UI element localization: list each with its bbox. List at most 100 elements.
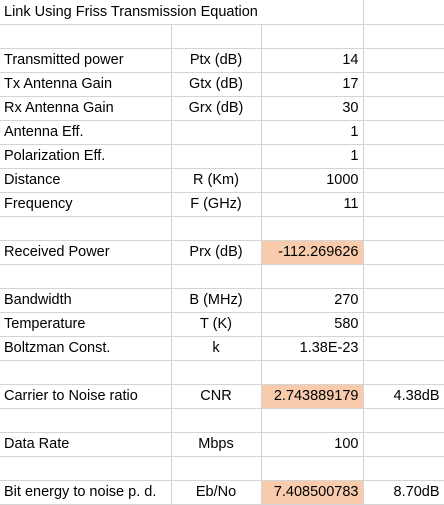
- row-value-cell[interactable]: 1: [261, 144, 364, 169]
- row-unit-cell[interactable]: CNR: [171, 384, 262, 409]
- row-value-cell[interactable]: [261, 456, 364, 481]
- table-row: [0, 360, 444, 385]
- row-value-cell[interactable]: 1000: [261, 168, 364, 193]
- row-value-cell[interactable]: 14: [261, 48, 364, 73]
- row-label-cell[interactable]: [0, 456, 172, 481]
- sheet-title[interactable]: Link Using Friss Transmission Equation: [0, 0, 364, 25]
- table-row: Antenna Eff. 1: [0, 120, 444, 145]
- row-extra-cell[interactable]: [363, 360, 444, 385]
- title-row: Link Using Friss Transmission Equation: [0, 0, 444, 25]
- row-value-cell[interactable]: 30: [261, 96, 364, 121]
- row-unit-cell[interactable]: [171, 456, 262, 481]
- row-unit-cell[interactable]: [171, 120, 262, 145]
- row-extra-cell[interactable]: [363, 48, 444, 73]
- row-extra-cell[interactable]: [363, 336, 444, 361]
- row-value-cell[interactable]: 580: [261, 312, 364, 337]
- row-unit-cell[interactable]: [171, 24, 262, 49]
- row-unit-cell[interactable]: B (MHz): [171, 288, 262, 313]
- row-value-cell[interactable]: 11: [261, 192, 364, 217]
- table-row: Rx Antenna Gain Grx (dB) 30: [0, 96, 444, 121]
- row-label-cell[interactable]: [0, 408, 172, 433]
- row-label-cell[interactable]: [0, 264, 172, 289]
- row-label-cell[interactable]: Bit energy to noise p. d.: [0, 480, 172, 505]
- row-label-cell[interactable]: [0, 24, 172, 49]
- row-label-cell[interactable]: [0, 216, 172, 241]
- row-value-cell[interactable]: 270: [261, 288, 364, 313]
- row-value-cell[interactable]: [261, 408, 364, 433]
- row-extra-cell[interactable]: [363, 312, 444, 337]
- row-label-cell[interactable]: Bandwidth: [0, 288, 172, 313]
- row-value-cell[interactable]: 2.743889179: [261, 384, 364, 409]
- row-extra-cell[interactable]: [363, 216, 444, 241]
- row-unit-cell[interactable]: Grx (dB): [171, 96, 262, 121]
- row-extra-cell[interactable]: [363, 24, 444, 49]
- row-label-cell[interactable]: Tx Antenna Gain: [0, 72, 172, 97]
- row-extra-cell[interactable]: [363, 192, 444, 217]
- empty-cell[interactable]: [363, 0, 444, 25]
- row-value-cell[interactable]: 1: [261, 120, 364, 145]
- table-row: Frequency F (GHz) 11: [0, 192, 444, 217]
- row-extra-cell[interactable]: [363, 240, 444, 265]
- row-value-cell[interactable]: 17: [261, 72, 364, 97]
- row-unit-cell[interactable]: [171, 408, 262, 433]
- row-value-cell[interactable]: -112.269626: [261, 240, 364, 265]
- row-unit-cell[interactable]: F (GHz): [171, 192, 262, 217]
- row-value-cell[interactable]: 100: [261, 432, 364, 457]
- table-row: [0, 216, 444, 241]
- row-value-cell[interactable]: [261, 216, 364, 241]
- row-unit-cell[interactable]: Gtx (dB): [171, 72, 262, 97]
- table-row: Bandwidth B (MHz) 270: [0, 288, 444, 313]
- row-value-cell[interactable]: 1.38E-23: [261, 336, 364, 361]
- table-row: [0, 24, 444, 49]
- table-row: [0, 264, 444, 289]
- row-label-cell[interactable]: Transmitted power: [0, 48, 172, 73]
- row-unit-cell[interactable]: Prx (dB): [171, 240, 262, 265]
- row-unit-cell[interactable]: k: [171, 336, 262, 361]
- row-extra-cell[interactable]: [363, 168, 444, 193]
- row-label-cell[interactable]: Carrier to Noise ratio: [0, 384, 172, 409]
- table-row: Distance R (Km) 1000: [0, 168, 444, 193]
- row-label-cell[interactable]: Boltzman Const.: [0, 336, 172, 361]
- row-value-cell[interactable]: [261, 24, 364, 49]
- row-unit-cell[interactable]: [171, 264, 262, 289]
- table-row: Boltzman Const. k 1.38E-23: [0, 336, 444, 361]
- row-unit-cell[interactable]: T (K): [171, 312, 262, 337]
- row-extra-cell[interactable]: [363, 264, 444, 289]
- row-extra-cell[interactable]: [363, 72, 444, 97]
- row-label-cell[interactable]: Temperature: [0, 312, 172, 337]
- table-row: Tx Antenna Gain Gtx (dB) 17: [0, 72, 444, 97]
- row-value-cell[interactable]: [261, 360, 364, 385]
- row-label-cell[interactable]: Antenna Eff.: [0, 120, 172, 145]
- row-unit-cell[interactable]: [171, 360, 262, 385]
- row-extra-cell[interactable]: [363, 120, 444, 145]
- row-unit-cell[interactable]: Mbps: [171, 432, 262, 457]
- row-label-cell[interactable]: Data Rate: [0, 432, 172, 457]
- row-unit-cell[interactable]: Ptx (dB): [171, 48, 262, 73]
- row-extra-cell[interactable]: [363, 288, 444, 313]
- row-extra-cell[interactable]: [363, 456, 444, 481]
- row-label-cell[interactable]: Received Power: [0, 240, 172, 265]
- row-label-cell[interactable]: Frequency: [0, 192, 172, 217]
- row-label-cell[interactable]: Distance: [0, 168, 172, 193]
- row-extra-cell[interactable]: 8.70dB: [363, 480, 444, 505]
- row-label-cell[interactable]: Rx Antenna Gain: [0, 96, 172, 121]
- row-extra-cell[interactable]: [363, 144, 444, 169]
- table-row: Polarization Eff. 1: [0, 144, 444, 169]
- row-value-cell[interactable]: [261, 264, 364, 289]
- table-row: Received Power Prx (dB) -112.269626: [0, 240, 444, 265]
- row-unit-cell[interactable]: R (Km): [171, 168, 262, 193]
- row-label-cell[interactable]: [0, 360, 172, 385]
- row-unit-cell[interactable]: [171, 144, 262, 169]
- table-row: Carrier to Noise ratio CNR 2.743889179 4.38…: [0, 384, 444, 409]
- table-row: Transmitted power Ptx (dB) 14: [0, 48, 444, 73]
- row-label-cell[interactable]: Polarization Eff.: [0, 144, 172, 169]
- row-extra-cell[interactable]: 4.38dB: [363, 384, 444, 409]
- row-extra-cell[interactable]: [363, 96, 444, 121]
- row-value-cell[interactable]: 7.408500783: [261, 480, 364, 505]
- row-extra-cell[interactable]: [363, 432, 444, 457]
- row-unit-cell[interactable]: [171, 216, 262, 241]
- row-unit-cell[interactable]: Eb/No: [171, 480, 262, 505]
- row-extra-cell[interactable]: [363, 408, 444, 433]
